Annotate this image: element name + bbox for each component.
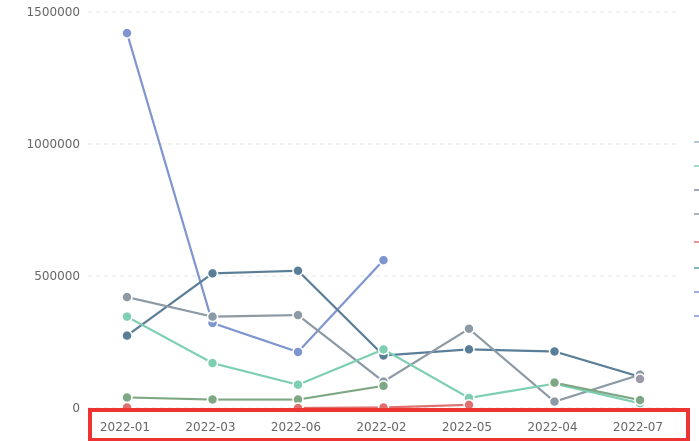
y-tick-label: 0 (72, 401, 80, 415)
x-tick-label: 2022-07 (613, 420, 663, 434)
series-line (125, 32, 385, 354)
y-tick-label: 1000000 (27, 137, 80, 151)
x-tick-label: 2022-06 (271, 420, 321, 434)
data-point (121, 27, 133, 39)
y-axis-ticks: 0 500000 1000000 1500000 (27, 5, 80, 415)
data-point (377, 343, 390, 356)
x-axis-highlight-box (88, 408, 690, 441)
legend (694, 141, 699, 317)
x-tick-label: 2022-03 (185, 420, 235, 434)
data-point (121, 391, 133, 404)
series-points (121, 27, 646, 414)
x-tick-label: 2022-02 (356, 420, 406, 434)
data-point (377, 380, 390, 392)
data-point (463, 323, 475, 335)
data-point (292, 346, 304, 358)
x-tick-label: 2022-05 (442, 420, 492, 434)
data-point (206, 267, 219, 280)
data-point (121, 329, 133, 342)
x-axis-ticks: 2022-01 2022-03 2022-06 2022-02 2022-05 2022-… (100, 420, 663, 434)
y-tick-label: 500000 (34, 269, 80, 283)
x-tick-label: 2022-01 (100, 420, 150, 434)
data-point (634, 373, 646, 385)
data-point (463, 343, 475, 356)
data-point (121, 310, 133, 323)
series-line (554, 381, 641, 402)
y-tick-label: 1500000 (27, 5, 80, 19)
series-line (126, 384, 384, 401)
data-point (634, 394, 646, 406)
data-point (548, 345, 561, 358)
data-point (292, 379, 304, 391)
data-point (121, 291, 133, 303)
data-point (292, 264, 304, 277)
data-point (548, 376, 561, 389)
data-point (377, 254, 390, 266)
data-point (206, 357, 219, 369)
data-point (292, 309, 304, 321)
data-point (206, 310, 219, 323)
data-point (548, 395, 561, 408)
data-point (206, 393, 219, 406)
x-tick-label: 2022-04 (527, 420, 577, 434)
